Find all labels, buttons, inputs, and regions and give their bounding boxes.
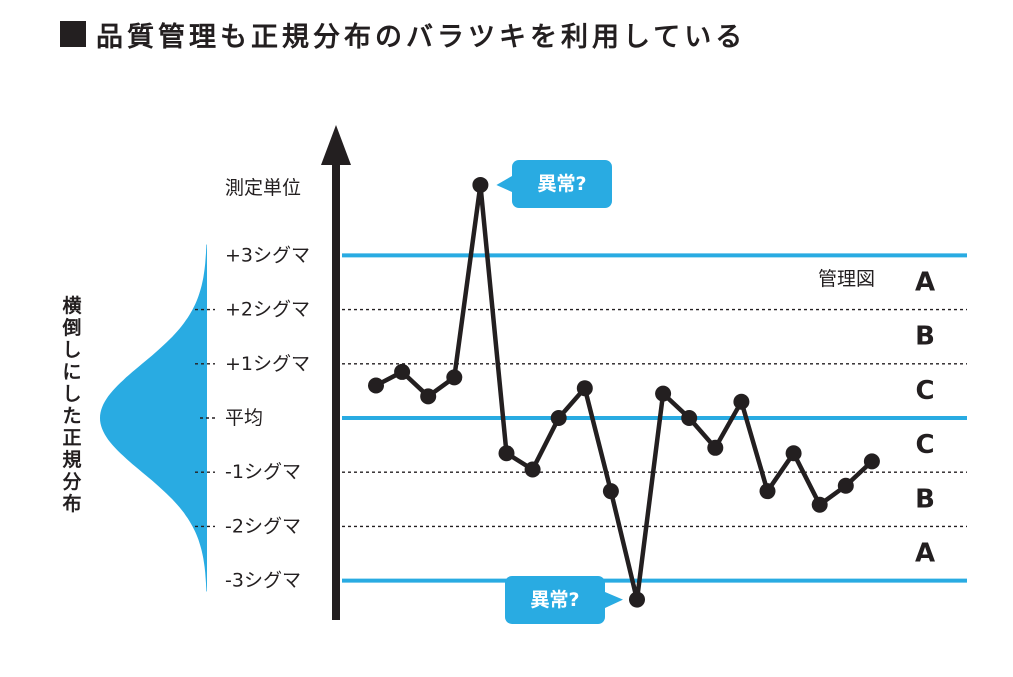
data-point [576, 380, 593, 397]
data-point [629, 591, 645, 608]
y-tick-label: 平均 [225, 407, 263, 429]
series-line [374, 184, 874, 601]
normal-distribution-shape [100, 244, 207, 592]
data-point [785, 445, 802, 462]
data-point [837, 477, 854, 494]
data-point [602, 483, 619, 500]
zone-label: C [915, 376, 934, 406]
zone-label: B [915, 322, 935, 352]
data-point [524, 461, 541, 478]
data-point [863, 453, 880, 470]
zone-label: B [915, 484, 935, 514]
callout-label: 異常? [530, 588, 579, 611]
data-point [498, 445, 515, 462]
data-point [368, 377, 384, 394]
data-point [759, 483, 776, 500]
y-tick-label: -2シグマ [225, 515, 301, 537]
side-label-char: に [62, 361, 81, 383]
data-point [550, 410, 567, 426]
y-tick-label: -1シグマ [225, 461, 301, 483]
data-point [446, 369, 463, 386]
zone-label: A [915, 539, 935, 569]
callout-pointer [496, 176, 512, 192]
side-label-char: た [62, 405, 81, 427]
y-axis-arrow-icon [321, 125, 351, 165]
data-point [472, 176, 489, 193]
side-label-char: 規 [62, 449, 81, 471]
side-label-char: し [62, 383, 81, 405]
y-tick-label: +3シグマ [225, 244, 310, 266]
data-point [811, 496, 828, 513]
title-row: 品質管理も正規分布のバラツキを利用している [60, 14, 746, 54]
side-label-char: 倒 [61, 316, 81, 339]
chart-label: 管理図 [818, 268, 875, 290]
y-axis-label: 測定単位 [225, 177, 301, 199]
side-label-char: 横 [62, 294, 82, 317]
side-label-char: 正 [62, 427, 81, 449]
data-point [394, 363, 411, 380]
callout-box [505, 576, 605, 624]
data-point [681, 410, 698, 426]
side-label-char: 分 [62, 471, 81, 493]
y-tick-label: -3シグマ [225, 570, 301, 592]
y-tick-label: +1シグマ [225, 353, 310, 375]
side-label-char: 布 [62, 492, 81, 515]
data-point [707, 439, 724, 456]
side-label-char: し [62, 339, 81, 361]
callout-label: 異常? [537, 172, 586, 195]
data-point [420, 388, 437, 405]
title-square-icon [60, 21, 86, 47]
zone-label: A [915, 268, 935, 298]
callout-box [512, 160, 612, 208]
callout-pointer [605, 592, 623, 608]
zone-label: C [915, 430, 934, 460]
data-point [733, 393, 750, 410]
y-tick-label: +2シグマ [225, 299, 310, 321]
page-title: 品質管理も正規分布のバラツキを利用している [96, 21, 747, 53]
data-point [655, 385, 672, 402]
